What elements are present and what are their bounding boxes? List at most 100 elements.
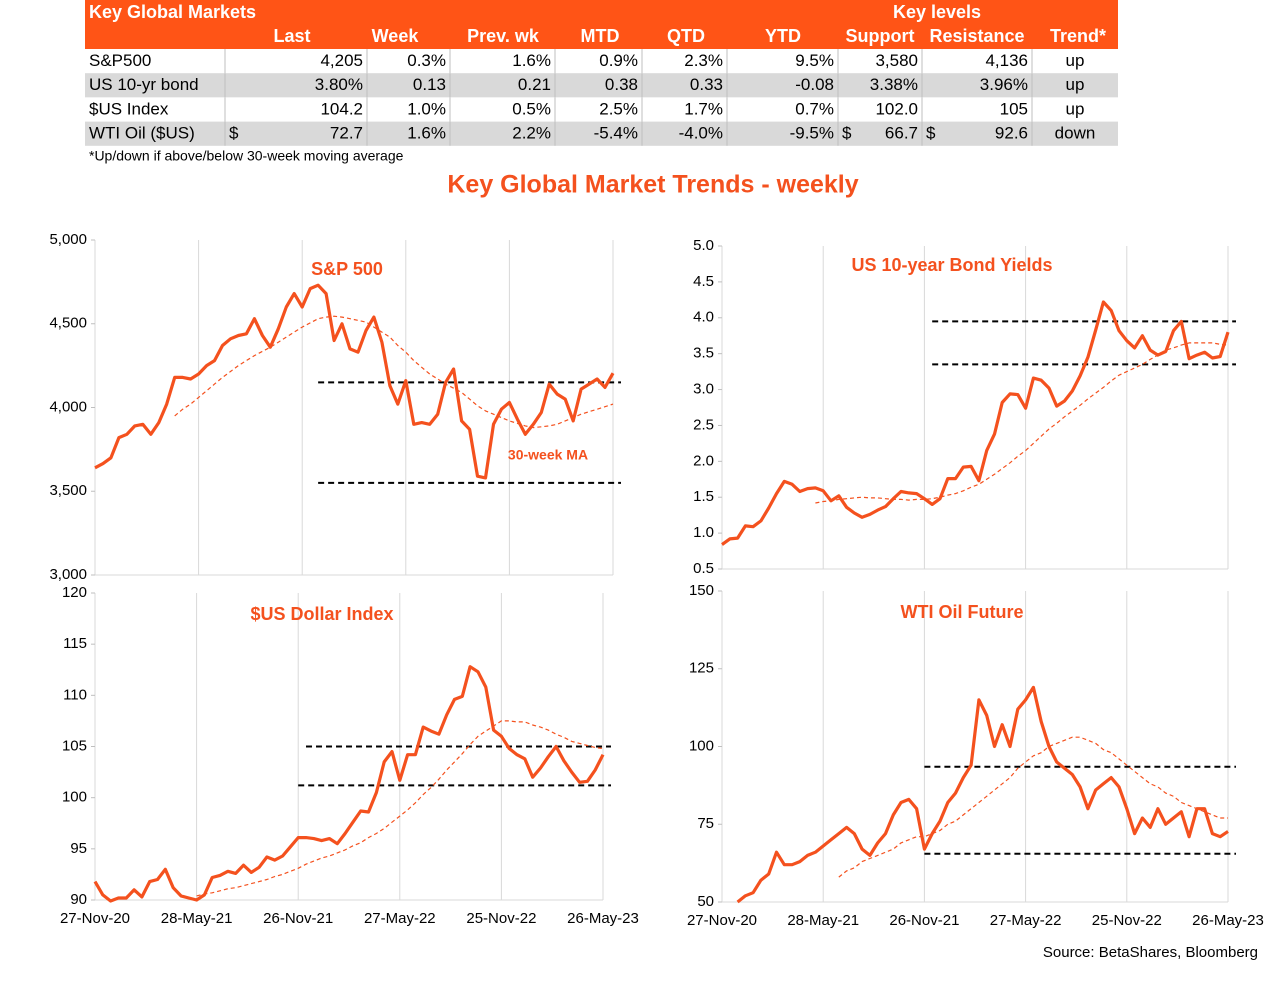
table-header-bg <box>85 0 1118 49</box>
y-tick-label: 150 <box>689 582 714 599</box>
y-tick-label: 0.5 <box>693 560 714 577</box>
column-header: Last <box>273 26 310 46</box>
cell: 3.80% <box>315 75 363 94</box>
y-tick-label: 3.0 <box>693 381 714 398</box>
cell: 2.2% <box>512 124 551 143</box>
annotation: 30-week MA <box>508 447 588 463</box>
cell: 9.5% <box>795 51 834 70</box>
y-tick-label: 95 <box>70 840 87 857</box>
y-tick-label: 100 <box>62 789 87 806</box>
cell: up <box>1066 99 1085 118</box>
column-header: Prev. wk <box>467 26 540 46</box>
y-tick-label: 3.5 <box>693 345 714 362</box>
table-row-bg <box>85 73 1118 98</box>
y-tick-label: 90 <box>70 891 87 908</box>
chart-title: S&P 500 <box>311 259 383 279</box>
cell: 104.2 <box>320 99 363 118</box>
y-tick-label: 120 <box>62 584 87 601</box>
x-tick-label: 26-May-23 <box>1192 912 1264 929</box>
y-tick-label: 75 <box>697 815 714 832</box>
cell: 2.3% <box>684 51 723 70</box>
y-tick-label: 4.5 <box>693 273 714 290</box>
y-tick-label: 2.0 <box>693 452 714 469</box>
cell: 3.96% <box>980 75 1028 94</box>
table-row-bg <box>85 121 1118 146</box>
column-header: Support <box>846 26 915 46</box>
cell: up <box>1066 75 1085 94</box>
x-tick-label: 26-May-23 <box>567 910 639 927</box>
cell: 1.6% <box>407 124 446 143</box>
price-line <box>94 283 615 480</box>
cell: 0.3% <box>407 51 446 70</box>
chart-title: WTI Oil Future <box>901 602 1024 622</box>
column-header: MTD <box>581 26 620 46</box>
chart-title: US 10-year Bond Yields <box>851 255 1052 275</box>
cell: 0.9% <box>599 51 638 70</box>
y-tick-label: 1.5 <box>693 488 714 505</box>
cell: -9.5% <box>790 124 834 143</box>
cell: 105 <box>1000 99 1028 118</box>
y-tick-label: 100 <box>689 737 714 754</box>
y-tick-label: 115 <box>63 635 87 652</box>
x-tick-label: 27-Nov-20 <box>60 910 130 927</box>
y-tick-label: 50 <box>697 893 714 910</box>
table-row-bg <box>85 49 1118 74</box>
cell: 66.7 <box>885 124 918 143</box>
cell-prefix: $ <box>926 124 936 143</box>
cell: 1.7% <box>684 99 723 118</box>
table-group-label: Key levels <box>893 2 981 22</box>
column-header: YTD <box>765 26 801 46</box>
table-row-bg <box>85 97 1118 122</box>
cell: 72.7 <box>330 124 363 143</box>
y-tick-label: 5.0 <box>693 237 714 254</box>
table-title: Key Global Markets <box>89 2 256 22</box>
cell: 92.6 <box>995 124 1028 143</box>
y-tick-label: 4,000 <box>49 398 87 415</box>
cell: 102.0 <box>875 99 918 118</box>
y-tick-label: 105 <box>62 737 87 754</box>
cell: 0.5% <box>512 99 551 118</box>
x-tick-label: 26-Nov-21 <box>263 910 333 927</box>
price-line <box>736 685 1229 904</box>
page-title: Key Global Market Trends - weekly <box>447 171 858 199</box>
chart-title: $US Dollar Index <box>250 604 393 624</box>
cell: 0.33 <box>690 75 723 94</box>
column-header: Trend* <box>1050 26 1106 46</box>
cell: 3,580 <box>875 51 918 70</box>
cell: 0.38 <box>605 75 638 94</box>
cell: up <box>1066 51 1085 70</box>
y-tick-label: 125 <box>689 660 714 677</box>
column-header: Resistance <box>929 26 1024 46</box>
cell: down <box>1055 124 1096 143</box>
y-tick-label: 1.0 <box>693 524 714 541</box>
y-tick-label: 2.5 <box>693 416 714 433</box>
y-tick-label: 3,500 <box>49 482 87 499</box>
moving-average-line <box>815 342 1229 504</box>
y-tick-label: 4,500 <box>49 315 87 332</box>
cell: 3.38% <box>870 75 918 94</box>
y-tick-label: 4.0 <box>693 309 714 326</box>
y-tick-label: 3,000 <box>49 566 87 583</box>
cell: 4,136 <box>985 51 1028 70</box>
cell: 2.5% <box>599 99 638 118</box>
moving-average-line <box>174 315 614 429</box>
column-header: QTD <box>667 26 705 46</box>
price-line <box>721 300 1230 546</box>
cell: 0.13 <box>413 75 446 94</box>
row-name: US 10-yr bond <box>89 75 199 94</box>
cell: 1.0% <box>407 99 446 118</box>
row-name: WTI Oil ($US) <box>89 124 195 143</box>
cell: -5.4% <box>594 124 638 143</box>
cell: 1.6% <box>512 51 551 70</box>
cell-prefix: $ <box>842 124 852 143</box>
source: Source: BetaShares, Bloomberg <box>1043 944 1258 961</box>
cell: 0.21 <box>518 75 551 94</box>
moving-average-line <box>838 736 1228 878</box>
x-tick-label: 27-May-22 <box>990 912 1062 929</box>
y-tick-label: 110 <box>63 686 87 703</box>
cell: -4.0% <box>679 124 723 143</box>
x-tick-label: 27-May-22 <box>364 910 436 927</box>
moving-average-line <box>196 720 604 897</box>
cell: 0.7% <box>795 99 834 118</box>
